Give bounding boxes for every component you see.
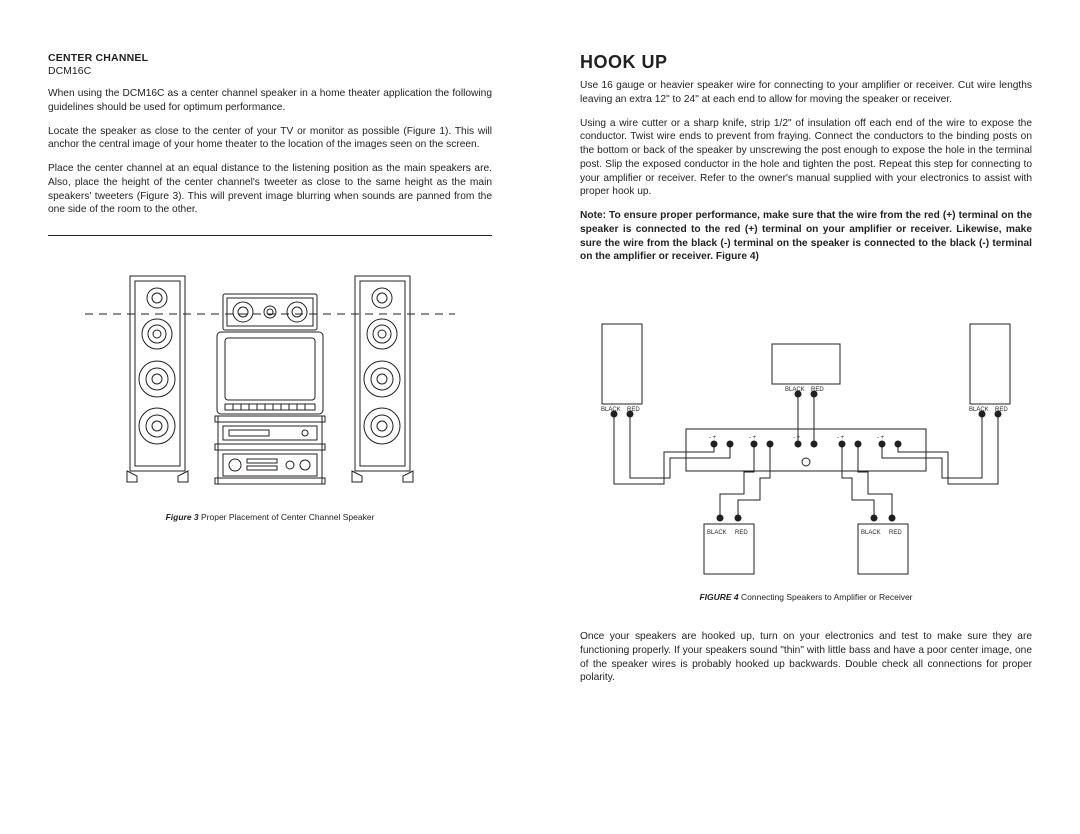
svg-text:BLACK: BLACK [861,530,881,536]
figure-3-wrap: Figure 3 Proper Placement of Center Chan… [48,254,492,522]
hookup-heading: HOOK UP [580,52,1032,73]
fig3-text: Proper Placement of Center Channel Speak… [199,512,375,522]
center-channel-heading: CENTER CHANNEL [48,52,492,64]
svg-text:BLACK: BLACK [601,407,621,413]
figure-4-caption: FIGURE 4 Connecting Speakers to Amplifie… [699,592,912,602]
svg-text:- +: - + [709,435,717,441]
cc-para-3: Place the center channel at an equal dis… [48,162,492,217]
svg-text:BLACK: BLACK [785,387,805,393]
svg-text:- +: - + [793,435,801,441]
right-column: HOOK UP Use 16 gauge or heavier speaker … [540,0,1080,834]
cc-para-2: Locate the speaker as close to the cente… [48,125,492,153]
hu-para-2: Using a wire cutter or a sharp knife, st… [580,117,1032,200]
model-number: DCM16C [48,65,492,77]
figure-3-diagram [65,254,475,504]
hu-para-4: Once your speakers are hooked up, turn o… [580,630,1032,685]
svg-text:- +: - + [877,435,885,441]
figure-4-wrap: - + - + - + - + - + BLACK RED BLACK RED [580,284,1032,602]
figure-3-caption: Figure 3 Proper Placement of Center Chan… [166,512,375,522]
svg-text:- +: - + [749,435,757,441]
hu-para-1: Use 16 gauge or heavier speaker wire for… [580,79,1032,107]
divider-line [48,235,492,236]
svg-text:RED: RED [735,530,748,536]
fig4-label: FIGURE 4 [699,592,738,602]
fig4-text: Connecting Speakers to Amplifier or Rece… [739,592,913,602]
svg-text:BLACK: BLACK [969,407,989,413]
figure-4-diagram: - + - + - + - + - + BLACK RED BLACK RED [584,284,1028,584]
fig3-label: Figure 3 [166,512,199,522]
hu-para-3-note: Note: To ensure proper performance, make… [580,209,1032,264]
cc-para-1: When using the DCM16C as a center channe… [48,87,492,115]
svg-text:RED: RED [889,530,902,536]
left-column: CENTER CHANNEL DCM16C When using the DCM… [0,0,540,834]
svg-text:RED: RED [627,407,640,413]
svg-text:BLACK: BLACK [707,530,727,536]
svg-text:RED: RED [995,407,1008,413]
svg-text:RED: RED [811,387,824,393]
svg-text:- +: - + [837,435,845,441]
